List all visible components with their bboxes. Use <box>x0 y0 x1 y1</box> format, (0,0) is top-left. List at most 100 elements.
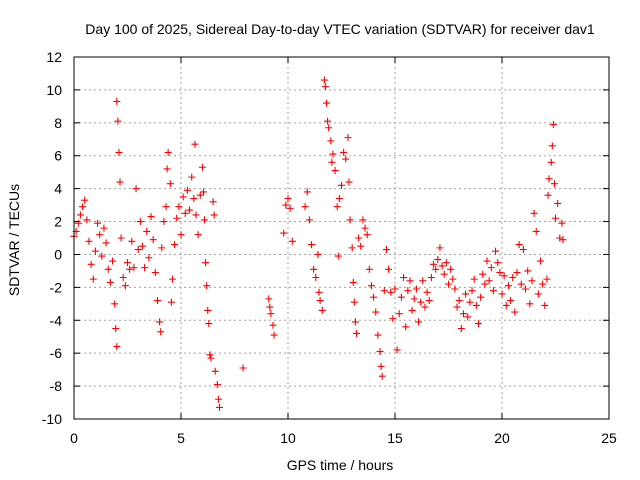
data-point <box>449 275 457 283</box>
data-point <box>548 142 556 150</box>
data-point <box>489 287 497 295</box>
data-point <box>517 280 525 288</box>
data-point <box>387 288 395 296</box>
data-point <box>349 278 357 286</box>
data-point <box>329 150 337 158</box>
data-point <box>455 297 463 305</box>
data-point <box>344 134 352 142</box>
data-point <box>541 301 549 309</box>
data-point <box>504 282 512 290</box>
y-tick-label: -4 <box>50 312 63 328</box>
data-point <box>186 206 194 214</box>
data-point <box>265 295 273 303</box>
data-point <box>351 318 359 326</box>
data-point <box>487 264 495 272</box>
data-point <box>201 216 209 224</box>
data-point <box>556 234 564 242</box>
data-point <box>74 219 82 227</box>
data-point <box>303 188 311 196</box>
data-point <box>340 148 348 156</box>
x-tick-label: 25 <box>601 430 617 446</box>
data-point <box>177 231 185 239</box>
data-point <box>102 239 110 247</box>
data-point <box>83 216 91 224</box>
data-point <box>112 325 120 332</box>
data-point <box>464 313 472 321</box>
data-point <box>206 351 214 359</box>
y-axis-label: SDTVAR / TECUs <box>6 184 22 296</box>
y-tick-label: -6 <box>50 345 63 361</box>
data-point <box>513 269 521 277</box>
data-point <box>315 288 323 296</box>
data-point <box>352 329 360 337</box>
y-tick-label: 6 <box>54 148 62 164</box>
data-point <box>124 259 131 267</box>
data-point <box>113 97 121 105</box>
data-point <box>94 219 102 227</box>
data-point <box>214 395 222 403</box>
data-point <box>400 273 408 281</box>
data-point <box>534 290 542 298</box>
data-point <box>160 218 168 226</box>
data-point <box>357 242 365 250</box>
data-point <box>198 163 206 171</box>
data-point <box>492 247 500 255</box>
x-axis-ticks: 0 5 10 15 20 25 <box>70 57 617 446</box>
data-point <box>288 237 296 245</box>
data-point <box>143 227 151 235</box>
chart-title: Day 100 of 2025, Sidereal Day-to-day VTE… <box>85 21 595 37</box>
data-point <box>156 318 164 326</box>
data-point <box>119 273 127 281</box>
data-point <box>438 262 446 270</box>
data-point <box>472 301 480 309</box>
data-point <box>167 298 175 306</box>
data-point <box>134 246 142 254</box>
data-point <box>191 140 199 148</box>
y-tick-label: 0 <box>54 246 62 262</box>
data-point <box>459 310 467 318</box>
data-point <box>466 298 474 306</box>
data-point <box>286 204 294 212</box>
data-point <box>451 285 459 293</box>
data-point <box>385 265 393 273</box>
data-point <box>213 380 221 388</box>
data-point <box>509 273 517 281</box>
data-point <box>328 158 336 166</box>
data-point <box>126 265 134 273</box>
data-point <box>320 76 328 84</box>
data-point <box>408 306 416 314</box>
data-point <box>335 195 343 203</box>
data-point <box>199 188 207 196</box>
data-point <box>445 280 452 288</box>
x-tick-label: 15 <box>387 430 403 446</box>
data-point <box>528 277 536 285</box>
data-point <box>114 117 122 125</box>
data-point <box>203 282 211 290</box>
data-point <box>301 203 309 211</box>
data-point <box>113 343 121 351</box>
data-point <box>532 227 540 235</box>
data-point <box>173 214 181 222</box>
data-point <box>305 216 313 224</box>
y-tick-label: -2 <box>50 279 63 295</box>
data-point <box>391 285 399 293</box>
data-point <box>171 241 179 249</box>
data-point <box>321 83 329 91</box>
data-point <box>393 346 401 354</box>
data-point <box>389 315 397 323</box>
y-tick-label: 12 <box>46 49 62 65</box>
data-point <box>211 367 219 375</box>
data-point <box>310 265 318 273</box>
data-point <box>323 99 331 107</box>
data-point <box>447 265 455 273</box>
data-point <box>417 298 425 306</box>
data-point <box>423 288 431 296</box>
data-point <box>410 295 418 303</box>
data-point <box>280 229 288 237</box>
grid-lines <box>74 57 609 419</box>
data-point <box>530 209 538 217</box>
data-point <box>121 282 129 290</box>
data-point <box>526 300 534 308</box>
data-point <box>404 287 412 295</box>
data-point <box>194 231 202 239</box>
